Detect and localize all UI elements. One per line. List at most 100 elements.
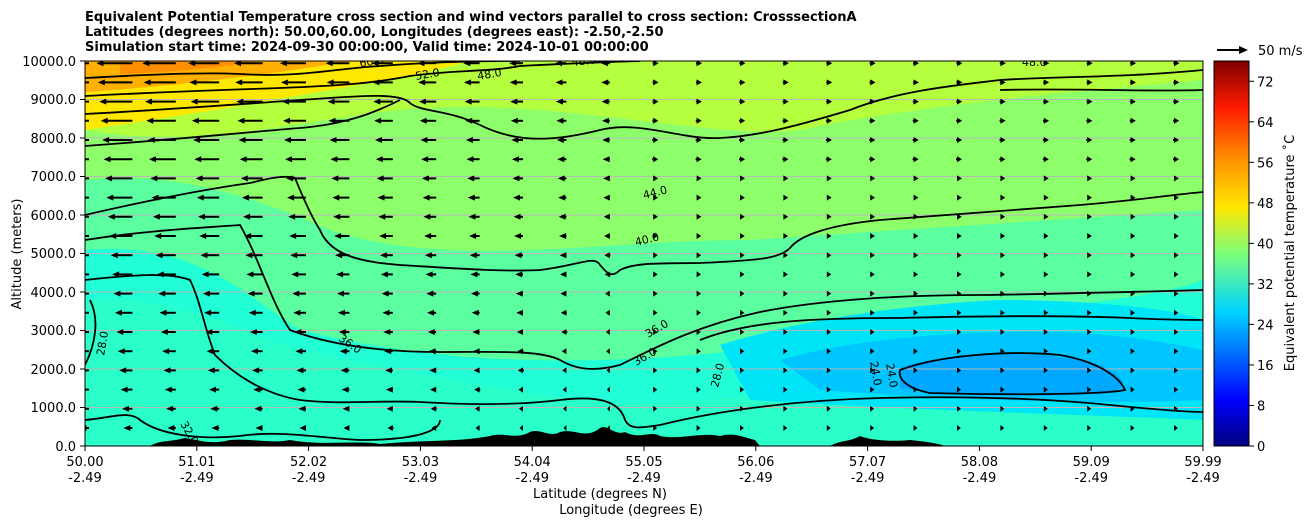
wind-vector — [913, 175, 919, 182]
wind-vector — [1174, 175, 1179, 182]
wind-vector — [431, 425, 437, 431]
wind-vector-head — [210, 405, 218, 412]
wind-vector-head — [957, 137, 963, 143]
wind-vector — [1130, 194, 1136, 201]
wind-vector — [517, 367, 524, 374]
wind-vector-head — [562, 386, 567, 393]
wind-vector — [372, 79, 393, 86]
wind-vector-head — [340, 367, 348, 374]
wind-vector — [782, 61, 789, 67]
wind-vector — [561, 329, 568, 335]
wind-vector-head — [783, 271, 788, 278]
wind-vector — [870, 233, 875, 239]
wind-vector — [1000, 329, 1005, 335]
wind-vector-head — [254, 405, 262, 412]
wind-vector — [740, 367, 745, 374]
wind-vector-head — [293, 309, 301, 316]
wind-vector-head — [469, 252, 477, 259]
colorbar-label: Equivalent potential temperature ˚C — [1282, 135, 1298, 371]
wind-vector-head — [1130, 425, 1135, 431]
contour-lower-right — [699, 315, 1203, 341]
wind-vector — [1130, 271, 1136, 278]
wind-vector-head — [826, 117, 832, 124]
wind-vector-head — [239, 156, 247, 163]
wind-vector-head — [826, 290, 832, 297]
wind-vector — [653, 309, 658, 316]
wind-vector-head — [913, 79, 919, 86]
wind-vector — [1043, 98, 1050, 105]
wind-vector — [826, 252, 832, 259]
wind-vector — [518, 405, 523, 412]
wind-vector-head — [604, 252, 610, 259]
wind-vector — [253, 386, 263, 393]
wind-vector-head — [957, 405, 961, 412]
wind-vector-head — [515, 290, 523, 297]
contour-label-60: 60.0 — [359, 54, 385, 70]
colorbar-fill — [1213, 60, 1250, 447]
wind-vector — [913, 271, 919, 278]
wind-vector-head — [605, 309, 610, 316]
wind-vector-head — [558, 194, 566, 201]
wind-vector-head — [870, 79, 876, 86]
wind-vector — [1087, 425, 1092, 431]
wind-vector — [340, 367, 350, 374]
wind-vector-head — [600, 61, 608, 67]
wind-vector-head — [420, 137, 428, 143]
wind-vector — [205, 329, 220, 335]
wind-vector-head — [559, 233, 567, 239]
wind-vector-head — [333, 213, 341, 220]
wind-vector-head — [512, 175, 520, 182]
wind-vector-head — [1130, 386, 1135, 393]
wind-vector-head — [653, 117, 659, 124]
wind-vector-head — [826, 175, 832, 182]
wind-vector-head — [207, 367, 215, 374]
wind-vector — [956, 117, 963, 124]
wind-vector-head — [870, 175, 876, 182]
wind-vector — [1042, 156, 1049, 163]
wind-vector — [509, 61, 523, 67]
wind-vector-head — [372, 79, 380, 86]
wind-vector — [1087, 386, 1092, 393]
wind-vector — [464, 98, 480, 105]
wind-vector — [605, 309, 610, 316]
y-tick-label-2000: 2000.0 — [31, 363, 77, 378]
wind-vector — [284, 137, 306, 143]
wind-vector-head — [826, 386, 831, 393]
wind-vector — [468, 213, 480, 220]
wind-vector — [739, 61, 746, 67]
wind-vector — [957, 290, 962, 297]
wind-vector — [912, 79, 919, 86]
wind-vector — [869, 137, 876, 143]
wind-vector-head — [472, 348, 480, 355]
wind-vector — [740, 233, 745, 239]
wind-vector-head — [464, 98, 472, 105]
wind-vector — [826, 61, 833, 67]
wind-vector — [825, 156, 832, 163]
wind-vector-head — [557, 175, 565, 182]
wind-vector-head — [601, 79, 609, 86]
wind-vector-head — [1043, 348, 1048, 355]
wind-vector — [696, 194, 702, 201]
wind-vector — [696, 309, 701, 316]
wind-vector-head — [957, 213, 962, 220]
wind-vector-head — [870, 290, 875, 297]
wind-vector-head — [417, 61, 425, 67]
wind-vector — [739, 98, 746, 105]
wind-vector-head — [1130, 367, 1135, 374]
wind-vector — [1000, 233, 1006, 239]
wind-vector-head — [1043, 271, 1049, 278]
wind-vector-head — [1087, 252, 1092, 259]
wind-vector-head — [97, 79, 105, 86]
wind-vector-head — [1087, 61, 1093, 67]
wind-vector — [913, 61, 920, 67]
wind-vector — [200, 252, 220, 259]
wind-vector-head — [255, 425, 263, 431]
wind-vector — [555, 98, 567, 105]
wind-vector-head — [1087, 213, 1092, 220]
wind-vector — [783, 213, 789, 220]
wind-vector — [85, 215, 89, 218]
wind-vector-head — [1174, 156, 1180, 163]
wind-vector — [116, 329, 133, 335]
wind-vector — [603, 194, 610, 201]
wind-vector — [469, 252, 480, 259]
